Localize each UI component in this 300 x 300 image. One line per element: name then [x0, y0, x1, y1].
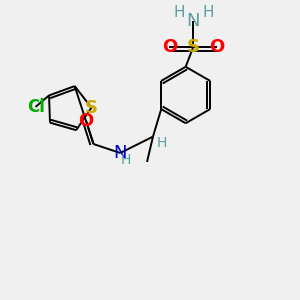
Text: N: N [113, 144, 127, 162]
Text: S: S [85, 99, 98, 117]
Text: H: H [121, 152, 131, 167]
Text: H: H [157, 136, 167, 150]
Text: O: O [79, 112, 94, 130]
Text: O: O [209, 38, 224, 56]
Text: S: S [187, 38, 200, 56]
Text: N: N [186, 12, 200, 30]
Text: H: H [174, 5, 185, 20]
Text: O: O [162, 38, 177, 56]
Text: Cl: Cl [27, 98, 44, 116]
Text: H: H [202, 5, 214, 20]
